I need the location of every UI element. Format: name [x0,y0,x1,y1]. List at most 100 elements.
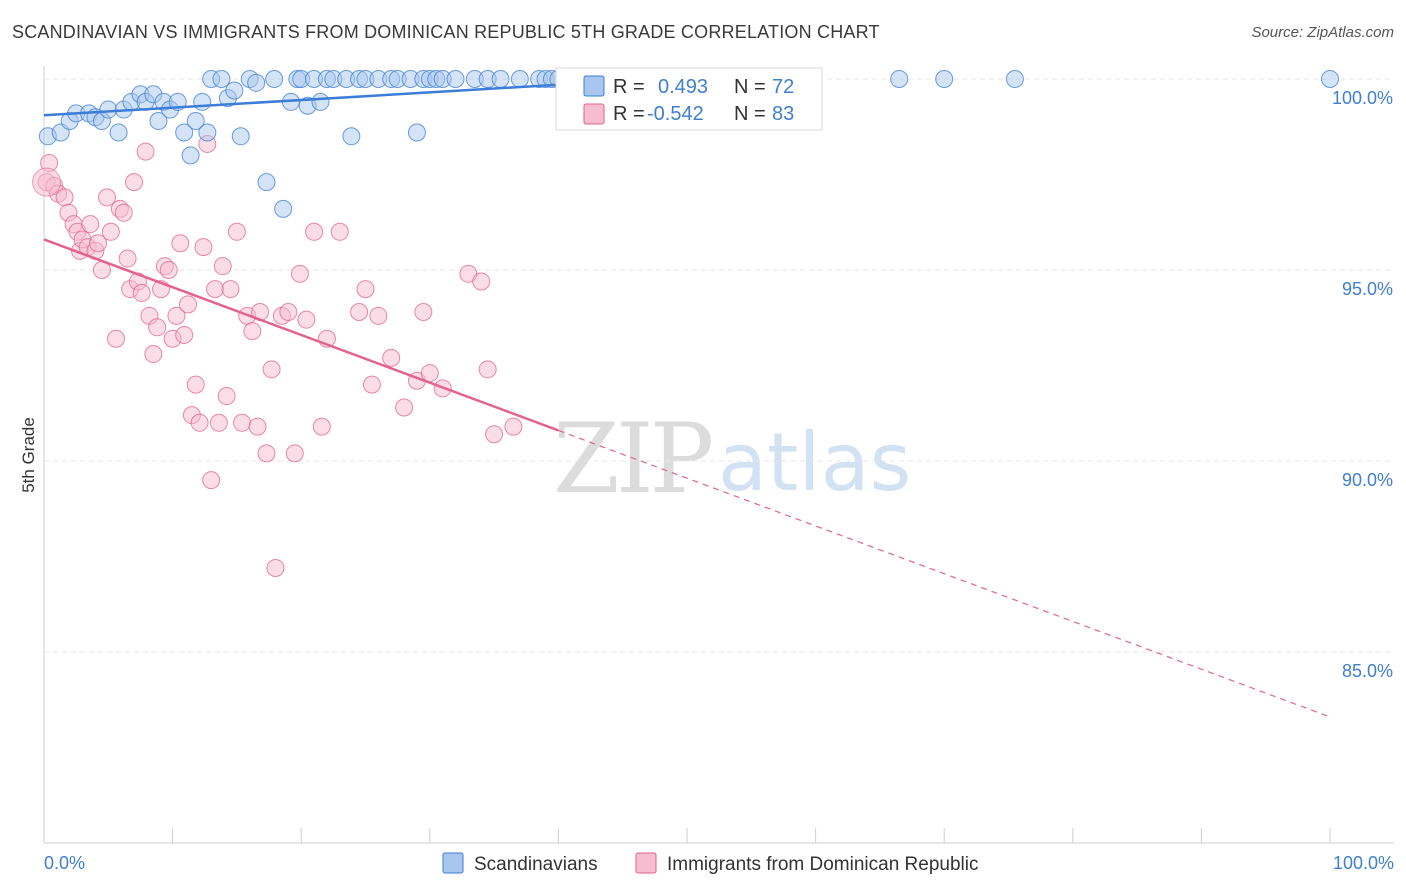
y-axis-tick-labels: 100.0% 95.0% 90.0% 85.0% [1332,88,1393,681]
dominican-point [148,318,167,337]
dominican-point [118,249,137,268]
dominican-point [194,238,213,257]
dominican-point [297,310,316,329]
dominican-point [81,215,100,234]
dominican-point [233,413,252,432]
dominican-point [89,234,108,253]
dominican-point [243,322,262,341]
scandinavian-point [193,92,212,111]
dominican-point [472,272,491,291]
dominican-point [369,306,388,325]
scandinavian-point [446,70,465,88]
stats-r-label-1: R = [613,76,645,98]
chart-title: SCANDINAVIAN VS IMMIGRANTS FROM DOMINICA… [12,22,880,42]
dominican-point [312,417,331,436]
dominican-point [485,425,504,444]
dominican-point [420,364,439,383]
legend-label-scandinavians: Scandinavians [474,854,598,875]
x-tick-label-min: 0.0% [44,853,85,873]
dominican-point [107,329,126,348]
y-tick-label: 95.0% [1342,279,1393,299]
scandinavian-point [510,70,529,88]
dominican-point [136,142,155,161]
x-axis-ticks [43,828,1331,843]
scandinavian-point [198,123,217,142]
dominican-point [356,280,375,299]
dominican-point [414,303,433,322]
stats-n-label-1: N = [734,76,766,98]
dominican-point [175,325,194,344]
scandinavian-point [212,70,231,88]
y-axis-label: 5th Grade [19,417,38,493]
dominican-point [305,222,324,241]
legend-label-dominican: Immigrants from Dominican Republic [667,854,979,875]
dominican-point [213,257,232,276]
scandinavian-point [342,127,361,146]
dominican-point [221,280,240,299]
trend-lines [43,83,1331,718]
dominican-point [227,222,246,241]
dominican-point [171,234,190,253]
dominican-point [217,387,236,406]
dominican-point [167,306,186,325]
scandinavian-point [257,173,276,192]
dominican-point [248,417,267,436]
x-tick-label-max: 100.0% [1333,853,1394,873]
stats-box: R = 0.493 N = 72 R = -0.542 N = 83 [555,67,823,131]
stats-swatch-pink [583,103,605,125]
trend-line-dominican-extension [558,429,1331,718]
gridlines [44,78,1394,653]
dominican-point [395,398,414,417]
dominican-point [206,280,225,299]
scandinavian-point [311,92,330,111]
dominican-point [504,417,523,436]
scandinavian-point [181,146,200,165]
source-credit: Source: ZipAtlas.com [1251,24,1394,41]
legend: Scandinavians Immigrants from Dominican … [442,852,979,875]
scandinavian-point [109,123,128,142]
dominican-point [202,471,221,490]
scandinavian-point [225,81,244,100]
scandinavian-point [149,112,168,131]
watermark-zip: ZIP [553,403,712,515]
stats-r-label-2: R = [613,103,645,125]
trend-line-scandinavians [43,83,559,117]
scandinavian-point [274,199,293,218]
stats-r-value-1: 0.493 [658,76,708,98]
dominican-point [290,264,309,283]
scandinavian-point [407,123,426,142]
dominican-point [98,188,117,207]
scandinavian-point [1005,70,1024,88]
stats-n-value-1: 72 [772,76,794,98]
dominican-point [190,413,209,432]
dominican-point [101,222,120,241]
dominican-point [132,283,151,302]
scandinavian-point [491,70,510,88]
scandinavian-point [231,127,250,146]
scandinavian-point [1321,70,1339,88]
dominican-point [478,360,497,379]
y-tick-label: 85.0% [1342,661,1393,681]
dominican-point [382,348,401,367]
y-tick-label: 90.0% [1342,470,1393,490]
legend-swatch-dominican [635,852,657,874]
y-tick-label: 100.0% [1332,88,1393,108]
dominican-point [350,303,369,322]
dominican-point [32,167,62,197]
dominican-point [55,188,74,207]
stats-swatch-blue [583,75,605,97]
dominican-point [114,203,133,222]
stats-r-value-2: -0.542 [647,103,704,125]
stats-n-value-2: 83 [772,103,794,125]
dominican-point [266,558,285,577]
series-dominican-points [32,134,523,577]
scandinavian-point [265,70,284,88]
dominican-point [285,444,304,463]
scandinavian-point [99,100,118,119]
dominican-point [159,261,178,279]
dominican-point [186,375,205,394]
scandinavian-point [186,112,205,131]
scandinavian-point [890,70,909,88]
scandinavian-point [175,123,194,142]
